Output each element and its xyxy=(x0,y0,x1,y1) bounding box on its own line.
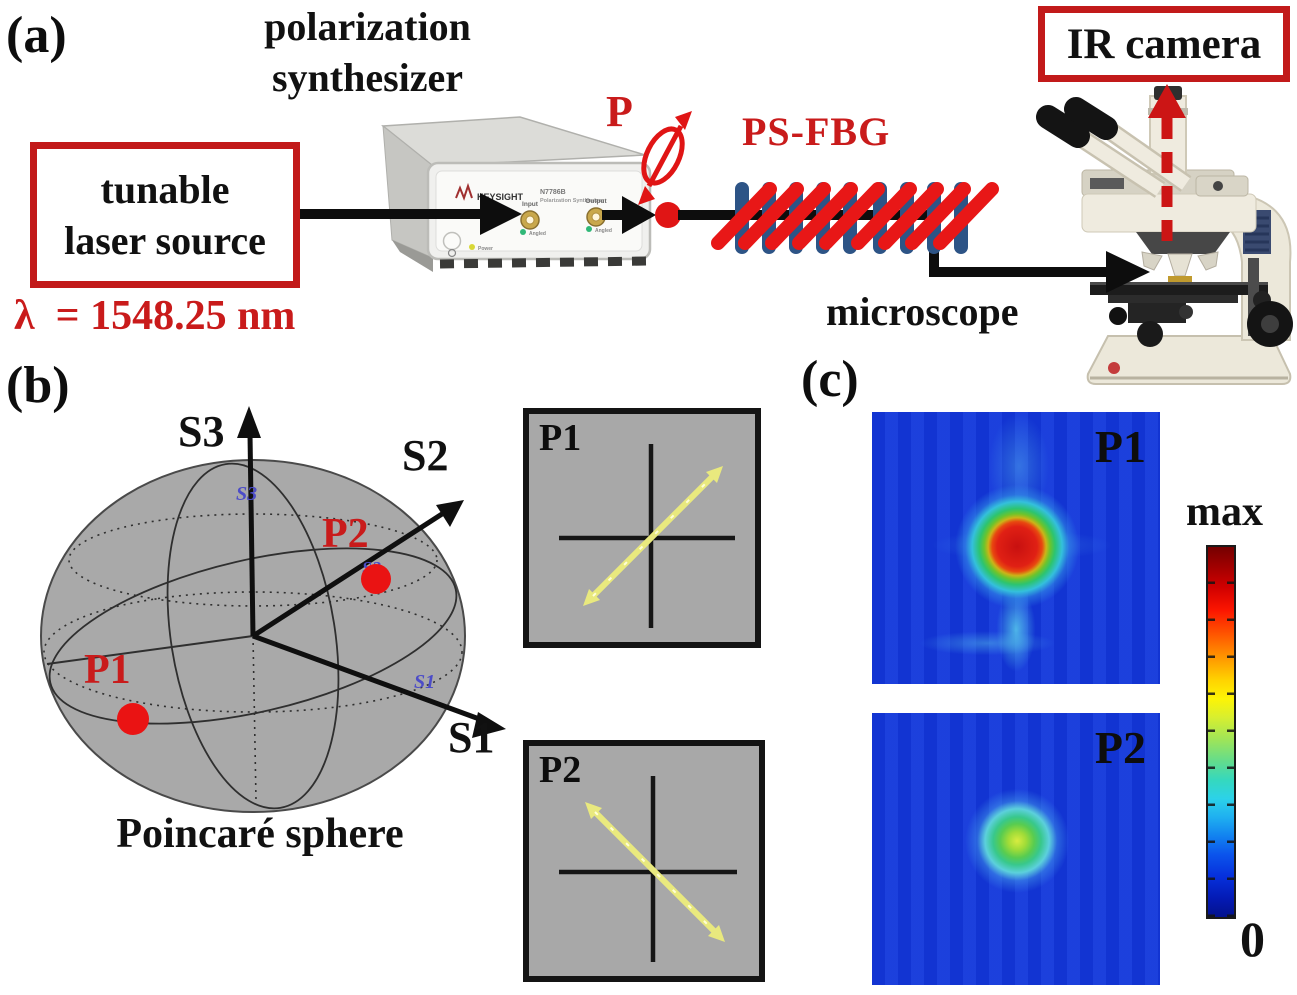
objective-lens xyxy=(1167,253,1193,277)
p2-polarization-diagram xyxy=(559,776,737,962)
s1-axis-label: S1 xyxy=(448,713,495,762)
device-subtitle: Polarization Synthesizer xyxy=(540,198,604,204)
inset-p2-label: P2 xyxy=(539,749,582,791)
p1-sphere-label: P1 xyxy=(84,647,131,693)
input-angled-tag: Angled xyxy=(529,231,546,237)
polarization-ellipse-icon xyxy=(638,111,692,205)
p1-linear-polarization-arrow xyxy=(590,473,716,599)
p1-polarization-diagram xyxy=(559,444,735,628)
synthesizer-title-line2: synthesizer xyxy=(271,54,464,100)
beam-arrow-synthesizer-output xyxy=(602,196,656,234)
power-led xyxy=(469,244,475,250)
polarization-synthesizer-device: KEYSIGHT N7786B Polarization Synthesizer… xyxy=(381,116,652,272)
ir-camera-box: IR camera xyxy=(1038,6,1290,82)
panel-a-label: (a) xyxy=(6,7,67,64)
input-led xyxy=(520,229,526,235)
wavelength-label: λ = 1548.25 nm xyxy=(14,293,296,339)
power-tag: Power xyxy=(478,246,493,252)
beam-arrow-into-microscope xyxy=(1040,251,1150,293)
tunable-laser-source-box: tunable laser source xyxy=(30,142,300,288)
sample xyxy=(1168,276,1192,282)
laser-box-line2: laser source xyxy=(64,218,266,263)
eyepiece xyxy=(1036,105,1090,148)
device-input-label: Input xyxy=(522,201,539,208)
beam-arrow-laser-to-synthesizer xyxy=(300,193,522,235)
s3-axis-label: S3 xyxy=(178,407,225,456)
colorbar xyxy=(1206,545,1236,919)
ir-image-p1: P1 xyxy=(872,412,1160,684)
laser-box-line1: tunable xyxy=(100,166,230,212)
power-button xyxy=(442,231,462,251)
poincare-sphere-caption: Poincaré sphere xyxy=(116,811,404,857)
microscope-label: microscope xyxy=(826,289,1019,334)
ps-fbg-grating xyxy=(711,182,999,254)
fbg-tilt-stripes xyxy=(711,182,999,250)
p2-sphere-label: P2 xyxy=(322,511,369,557)
s2-axis-label: S2 xyxy=(402,431,449,480)
ir-image-p2: P2 xyxy=(872,713,1160,985)
panel-c-label: (c) xyxy=(801,351,859,408)
ir-image-p1-label: P1 xyxy=(1094,421,1146,472)
polarization-inset-p2: P2 xyxy=(523,740,765,982)
device-model: N7786B xyxy=(540,189,566,196)
microscope-stage xyxy=(1090,282,1268,295)
panel-b-label: (b) xyxy=(6,357,70,414)
ir-camera-label: IR camera xyxy=(1066,20,1262,68)
nosepiece xyxy=(1136,232,1230,254)
ir-image-p2-label: P2 xyxy=(1094,722,1146,773)
s1-axis xyxy=(252,633,506,738)
polarization-state-p-label: P xyxy=(606,87,633,136)
p2-point xyxy=(361,564,391,594)
device-brand: KEYSIGHT xyxy=(477,192,524,202)
output-led xyxy=(586,226,592,232)
colorbar-min-label: 0 xyxy=(1240,911,1265,967)
ps-fbg-label: PS-FBG xyxy=(742,109,891,154)
s2-axis xyxy=(251,500,464,639)
p1-point xyxy=(117,703,149,735)
synthesizer-title-line1: polarization xyxy=(264,4,471,49)
sphere-s3-small-label: S3 xyxy=(236,483,257,505)
eyepiece xyxy=(1064,97,1118,140)
polarization-inset-p1: P1 xyxy=(523,408,761,648)
ir-camera-beam-arrow xyxy=(1148,84,1186,252)
poincare-sphere: S3 S1 S2 xyxy=(40,406,506,813)
device-output-label: Output xyxy=(585,198,607,205)
s3-axis xyxy=(237,406,261,637)
fiber-connection-point xyxy=(655,202,681,228)
sphere-s1-small-label: S1 xyxy=(414,671,435,693)
colorbar-max-label: max xyxy=(1186,489,1263,535)
keysight-logo-icon xyxy=(455,182,473,201)
output-angled-tag: Angled xyxy=(595,228,612,234)
p2-linear-polarization-arrow xyxy=(592,809,718,935)
synthesizer-title: polarization synthesizer xyxy=(225,2,510,104)
microscope-illustration xyxy=(1036,86,1293,385)
inset-p1-label: P1 xyxy=(539,417,582,459)
